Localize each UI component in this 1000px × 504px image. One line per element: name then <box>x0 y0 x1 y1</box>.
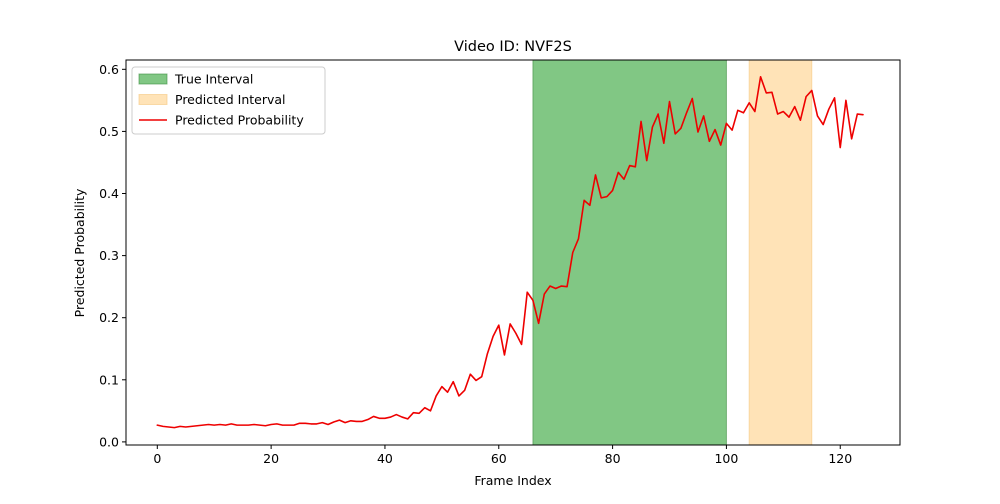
legend-label: Predicted Interval <box>175 92 286 107</box>
x-tick-label: 60 <box>491 451 507 466</box>
y-tick-label: 0.6 <box>99 62 119 77</box>
y-tick-label: 0.5 <box>99 124 119 139</box>
x-tick-label: 0 <box>153 451 161 466</box>
x-tick-label: 120 <box>828 451 852 466</box>
legend-box <box>131 66 326 135</box>
y-tick-label: 0.3 <box>99 248 119 263</box>
legend-label: Predicted Probability <box>175 113 304 128</box>
legend-swatch <box>138 73 168 85</box>
plot-frame <box>125 59 901 446</box>
x-tick-label: 100 <box>714 451 738 466</box>
series-line-predicted-probability <box>156 75 864 429</box>
y-axis-ticks: 0.0 0.1 0.2 0.3 0.4 0.5 0.6 <box>99 62 126 449</box>
interval-band-predicted <box>748 59 813 446</box>
legend-swatch <box>138 94 168 105</box>
y-axis-label: Predicted Probability <box>72 188 87 317</box>
x-tick-label: 80 <box>605 451 621 466</box>
legend: True Interval Predicted Interval Predicted… <box>131 66 326 135</box>
y-tick-label: 0.0 <box>99 434 119 449</box>
x-tick-label: 40 <box>377 451 393 466</box>
interval-bands <box>532 59 813 446</box>
y-tick-label: 0.2 <box>99 310 119 325</box>
y-tick-label: 0.1 <box>99 372 119 387</box>
x-tick-label: 20 <box>263 451 279 466</box>
interval-band-true <box>532 59 727 446</box>
x-axis-ticks: 0 20 40 60 80 100 120 <box>153 445 852 466</box>
chart-title: Video ID: NVF2S <box>454 39 572 55</box>
series-lines <box>156 75 864 429</box>
x-axis-label: Frame Index <box>474 473 551 488</box>
legend-label: True Interval <box>174 72 253 87</box>
y-tick-label: 0.4 <box>99 186 119 201</box>
